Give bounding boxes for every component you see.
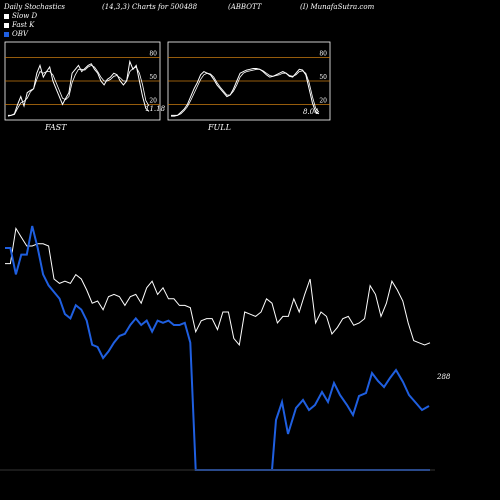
full-series-fast-k xyxy=(171,68,320,117)
legend-slow-d: Slow D xyxy=(4,12,37,20)
fast-panel-label: FAST xyxy=(45,123,67,132)
fast-series-slow-d xyxy=(8,64,150,116)
full-tick-label-80: 80 xyxy=(319,51,327,58)
legend-label: Slow D xyxy=(12,12,38,20)
legend-obv: OBV xyxy=(4,30,28,38)
chart-symbol: (ABBOTT xyxy=(228,3,262,11)
full-panel-label: FULL xyxy=(208,123,231,132)
legend-swatch-icon xyxy=(4,13,9,19)
fast-series-fast-k xyxy=(7,59,150,117)
fast-last-value: 11.18 xyxy=(145,105,166,113)
legend-label: OBV xyxy=(12,30,28,38)
price-last-value: 288 xyxy=(437,373,451,381)
legend-fast-k: Fast K xyxy=(4,21,34,29)
chart-title: Daily Stochastics xyxy=(4,3,66,11)
full-last-value: 8.04 xyxy=(303,108,319,116)
chart-params: (14,3,3) Charts for 500488 xyxy=(102,3,198,11)
full-tick-label-50: 50 xyxy=(319,74,327,81)
price-line xyxy=(5,226,431,347)
legend-label: Fast K xyxy=(12,21,35,29)
fast-tick-label-50: 50 xyxy=(149,74,157,81)
obv-line-recovery xyxy=(271,368,430,471)
full-tick-label-20: 20 xyxy=(319,97,327,104)
chart-site: (I) MunafaSutra.com xyxy=(300,3,375,11)
fast-tick-label-80: 80 xyxy=(149,51,157,58)
obv-line xyxy=(5,225,430,471)
legend-swatch-icon xyxy=(4,22,9,28)
full-series-slow-d xyxy=(171,68,320,116)
legend-swatch-icon xyxy=(4,31,9,37)
fast-tick-label-20: 20 xyxy=(149,97,157,104)
